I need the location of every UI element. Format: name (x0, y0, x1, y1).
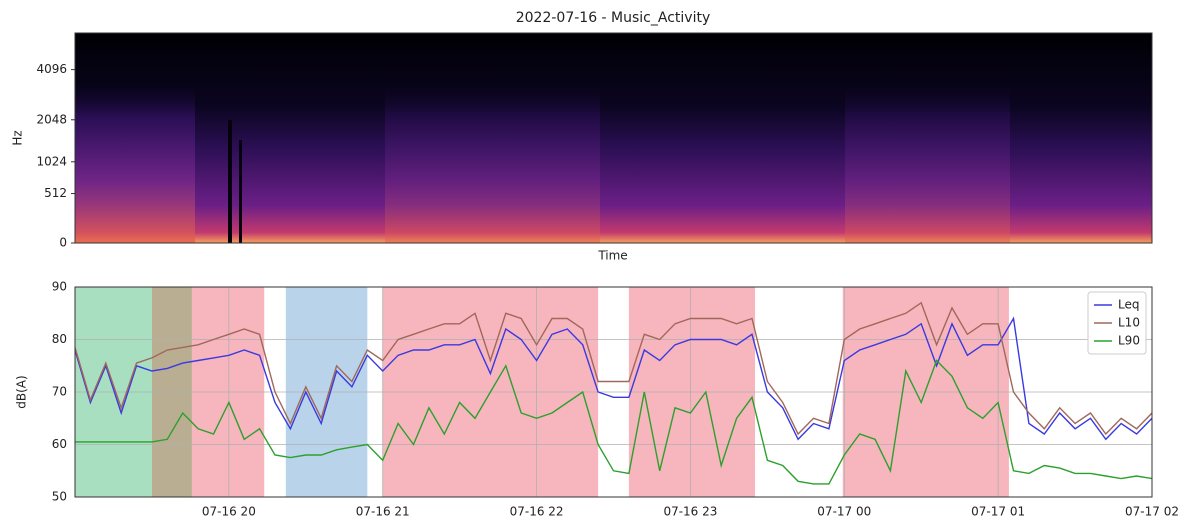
y-axis-label: dB(A) (15, 375, 29, 408)
spectrogram-streak (228, 120, 232, 243)
chart-title: 2022-07-16 - Music_Activity (516, 10, 711, 26)
spectrogram-band (845, 33, 1010, 243)
x-tick-label: 07-16 22 (510, 505, 564, 519)
x-tick-label: 07-16 20 (202, 505, 256, 519)
line-series (75, 359, 1153, 485)
y-tick-label: 512 (44, 186, 67, 200)
x-tick-label: 07-16 21 (356, 505, 410, 519)
y-tick-label: 50 (52, 490, 67, 504)
axes-frame (74, 32, 1153, 244)
spectrogram-streak (239, 140, 242, 243)
spectrogram-band (75, 33, 195, 243)
legend-label: Leq (1118, 298, 1139, 312)
y-axis-label: Hz (11, 130, 25, 145)
x-axis-label: Time (597, 249, 627, 263)
line-series (74, 301, 1153, 436)
legend-label: L10 (1118, 316, 1140, 330)
legend-box (1087, 291, 1147, 355)
y-tick-label: 70 (52, 385, 67, 399)
y-tick-label: 80 (52, 332, 67, 346)
x-tick-label: 07-17 02 (1125, 505, 1179, 519)
spectrogram-image (74, 32, 1153, 244)
x-tick-label: 07-16 23 (663, 505, 717, 519)
x-tick-label: 07-17 01 (971, 505, 1025, 519)
y-tick-label: 4096 (36, 62, 67, 76)
y-tick-label: 2048 (36, 112, 67, 126)
legend-label: L90 (1118, 334, 1140, 348)
y-tick-label: 60 (52, 437, 67, 451)
y-tick-label: 1024 (36, 154, 67, 168)
y-tick-label: 0 (59, 236, 67, 250)
line-series (74, 316, 1153, 441)
spectrogram-band (385, 33, 600, 243)
legend: Leq L10 L90 (1087, 291, 1147, 355)
axes-frame (74, 286, 1153, 498)
x-tick-label: 07-17 00 (817, 505, 871, 519)
y-tick-label: 90 (52, 280, 67, 294)
